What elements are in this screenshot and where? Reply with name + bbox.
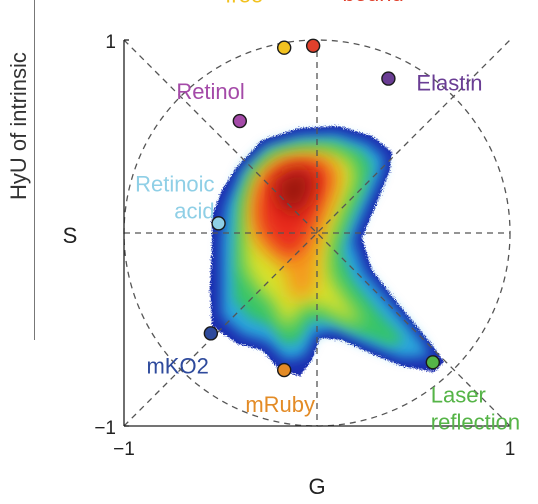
density-cloud	[210, 126, 444, 376]
y-tick-label-top: 1	[105, 32, 116, 53]
point-laser-reflection	[425, 355, 440, 370]
label-line: mKO2	[146, 353, 208, 378]
label-line: free	[225, 0, 263, 8]
point-nadh-bound	[305, 38, 321, 53]
point-elastin	[381, 71, 396, 86]
point-mko2	[203, 326, 219, 341]
point-retinol	[232, 113, 248, 129]
label-line: mRuby	[245, 392, 315, 417]
x-tick-label-left: −1	[113, 439, 135, 460]
density-core	[276, 170, 314, 214]
point-mruby	[276, 362, 292, 378]
point-nadh-free	[276, 40, 292, 55]
label-line: bound	[343, 0, 404, 6]
label-retinol: Retinol	[176, 79, 244, 104]
x-axis-label: G	[308, 474, 325, 499]
label-retinoic-acid: Retinoic acid	[135, 171, 214, 223]
label-mko2: mKO2	[146, 353, 208, 378]
label-line: Elastin	[416, 71, 482, 96]
side-axis-title-text: HyU of intrinsic	[6, 52, 31, 200]
label-elastin: Elastin	[416, 71, 482, 96]
label-line: Laser	[431, 382, 486, 407]
label-line: acid	[174, 198, 214, 223]
label-line: Retinoic	[135, 171, 214, 196]
label-line: reflection	[431, 409, 520, 434]
diagonal-line	[123, 39, 511, 427]
label-line: Retinol	[176, 79, 244, 104]
y-axis-label: S	[63, 223, 78, 248]
side-divider	[34, 0, 35, 340]
side-axis-title: HyU of intrinsic	[2, 0, 34, 340]
point-retinoic-acid	[211, 216, 226, 231]
label-nadh-free: NADH-free	[209, 0, 279, 8]
label-mruby: mRuby	[245, 392, 315, 417]
label-nadh-bound: NADH-bound	[338, 0, 408, 6]
diagonal-line	[123, 39, 511, 427]
y-tick-label-bottom: −1	[94, 418, 116, 439]
x-tick-label-right: 1	[505, 439, 516, 460]
label-laser-reflection: Laser reflection	[431, 382, 520, 434]
